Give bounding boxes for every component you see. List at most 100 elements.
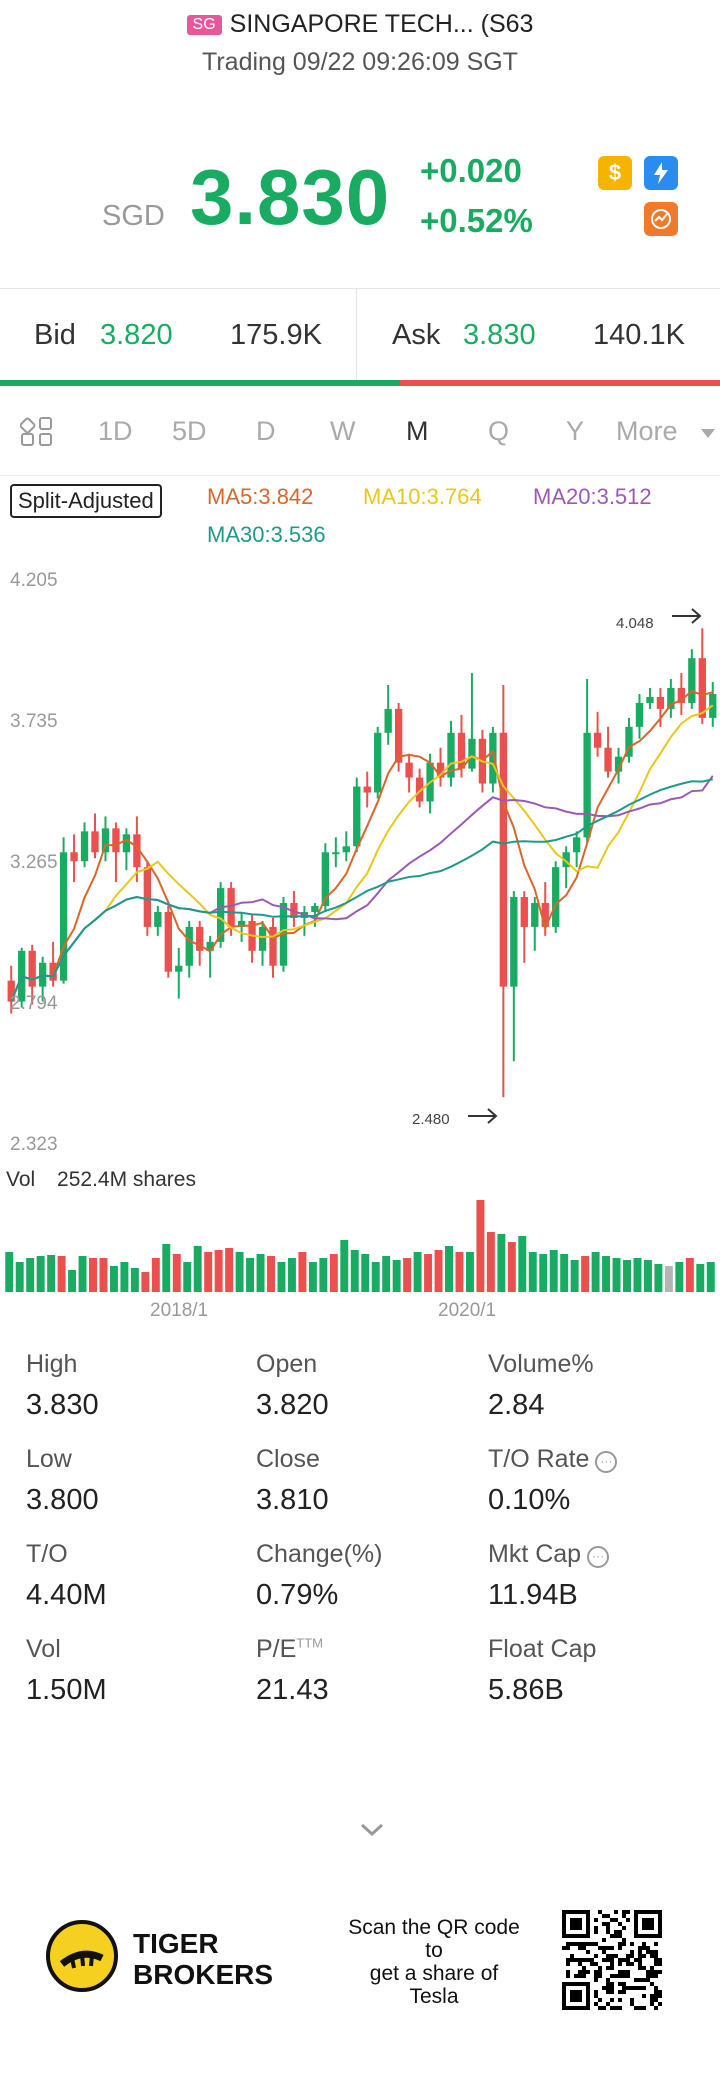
dropdown-triangle-icon[interactable] (700, 428, 716, 440)
candle-body (436, 762, 445, 778)
stat-label: Float Cap (488, 1635, 597, 1663)
candle-body (562, 852, 570, 868)
tab-d[interactable]: D (256, 416, 276, 446)
volume-bar (109, 1266, 118, 1292)
y-tick-1: 4.205 (10, 570, 58, 591)
volume-bar (99, 1258, 108, 1292)
volume-bar (89, 1258, 97, 1292)
y-tick-4: 2.794 (10, 993, 58, 1014)
volume-bar (57, 1256, 66, 1292)
volume-bar (623, 1260, 631, 1292)
ask-price: 3.830 (463, 319, 536, 351)
volume-bar (287, 1258, 296, 1292)
chevron-down-icon[interactable] (357, 1820, 387, 1840)
tab-m[interactable]: M (406, 416, 429, 446)
candle-body (688, 658, 696, 703)
volume-bar (350, 1250, 359, 1292)
stat-volume-: Volume% 2.84 (488, 1350, 594, 1422)
stat-label: Volume% (488, 1350, 594, 1378)
info-icon[interactable]: ··· (587, 1546, 610, 1568)
volume-bar (225, 1248, 234, 1292)
price-change-pct: +0.52% (420, 202, 533, 239)
candle-body (7, 980, 15, 1002)
stat-label: Mkt Cap ··· (488, 1540, 610, 1569)
ask-size: 140.1K (593, 319, 685, 351)
ask-ratio (399, 380, 720, 386)
candle-body (185, 926, 193, 966)
candle-body (332, 852, 340, 855)
currency-label: SGD (102, 200, 165, 232)
stat-t-o: T/O 4.40M (26, 1540, 107, 1612)
tab-more[interactable]: More (616, 416, 678, 446)
volume-bar (434, 1250, 443, 1292)
volume-bar (633, 1258, 642, 1292)
volume-bar (204, 1252, 213, 1292)
volume-bar (319, 1258, 328, 1292)
stat-value: 3.820 (256, 1389, 329, 1421)
stat-value: 21.43 (256, 1674, 329, 1706)
stat-float-cap: Float Cap 5.86B (488, 1635, 596, 1707)
layout-grid-icon[interactable] (20, 414, 54, 448)
split-adjusted-toggle[interactable]: Split-Adjusted (10, 484, 162, 518)
high-arrow-icon (672, 608, 702, 624)
stat-label: Low (26, 1445, 72, 1473)
stat-value: 0.10% (488, 1484, 571, 1516)
volume-bar (47, 1255, 56, 1292)
candle-body (269, 926, 277, 966)
volume-title: Vol (6, 1168, 36, 1191)
stat-value: 3.810 (256, 1484, 329, 1516)
bid-ratio (0, 380, 400, 386)
ma5-line (10, 689, 714, 1002)
qr-code-icon (562, 1910, 662, 2010)
footer-banner[interactable]: TIGER BROKERS Scan the QR code to get a … (0, 1900, 720, 2080)
info-icon[interactable]: ··· (595, 1451, 618, 1473)
stat-label: T/O Rate ··· (488, 1445, 618, 1474)
volume-bar (382, 1256, 391, 1292)
volume-bar (172, 1254, 181, 1292)
volume-bar (612, 1258, 621, 1292)
qr-line-1: Scan the QR code (348, 1916, 520, 1939)
stat-value: 11.94B (488, 1579, 578, 1611)
tab-y[interactable]: Y (566, 416, 585, 446)
candle-body (206, 941, 214, 951)
chart-icon[interactable] (644, 202, 678, 236)
candle-body (374, 732, 382, 793)
volume-bar (696, 1264, 705, 1292)
tab-q[interactable]: Q (488, 416, 510, 446)
dollar-icon[interactable]: $ (598, 156, 632, 190)
tab-5d[interactable]: 5D (172, 416, 207, 446)
volume-bar (528, 1252, 537, 1292)
stat-value: 2.84 (488, 1389, 545, 1421)
volume-label: Vol 252.4M shares (6, 1168, 196, 1192)
stat-value: 1.50M (26, 1674, 107, 1706)
last-price: 3.830 (190, 153, 391, 241)
candle-body (541, 903, 549, 927)
candle-body (635, 702, 644, 727)
candle-body (604, 747, 612, 772)
volume-bar (539, 1254, 548, 1292)
volume-bar (130, 1268, 139, 1292)
volume-bar (654, 1264, 663, 1292)
stock-title[interactable]: SINGAPORE TECH... (S63 (229, 10, 534, 38)
stat-label: Open (256, 1350, 318, 1378)
candle-body (447, 732, 455, 778)
volume-bar (183, 1262, 192, 1292)
candle-body (133, 834, 141, 868)
low-marker-label: 2.480 (412, 1111, 450, 1128)
qr-caption: Scan the QR code to get a share of Tesla (334, 1916, 534, 2008)
tab-1d[interactable]: 1D (98, 416, 133, 446)
volume-bar (486, 1232, 495, 1292)
volume-bar (371, 1262, 380, 1292)
volume-bar (403, 1258, 412, 1292)
stat-change-: Change(%) 0.79% (256, 1540, 382, 1612)
candle-body (625, 726, 633, 757)
candle-body (520, 897, 528, 927)
lightning-icon[interactable] (644, 156, 678, 190)
candle-body (499, 732, 508, 987)
stat-value: 3.830 (26, 1389, 99, 1421)
tab-w[interactable]: W (330, 416, 356, 446)
candlestick-chart[interactable]: 4.048 2.480 (0, 560, 720, 1160)
candle-body (342, 846, 350, 853)
volume-bar (549, 1250, 558, 1292)
stat-t-o-rate: T/O Rate ··· 0.10% (488, 1445, 618, 1517)
